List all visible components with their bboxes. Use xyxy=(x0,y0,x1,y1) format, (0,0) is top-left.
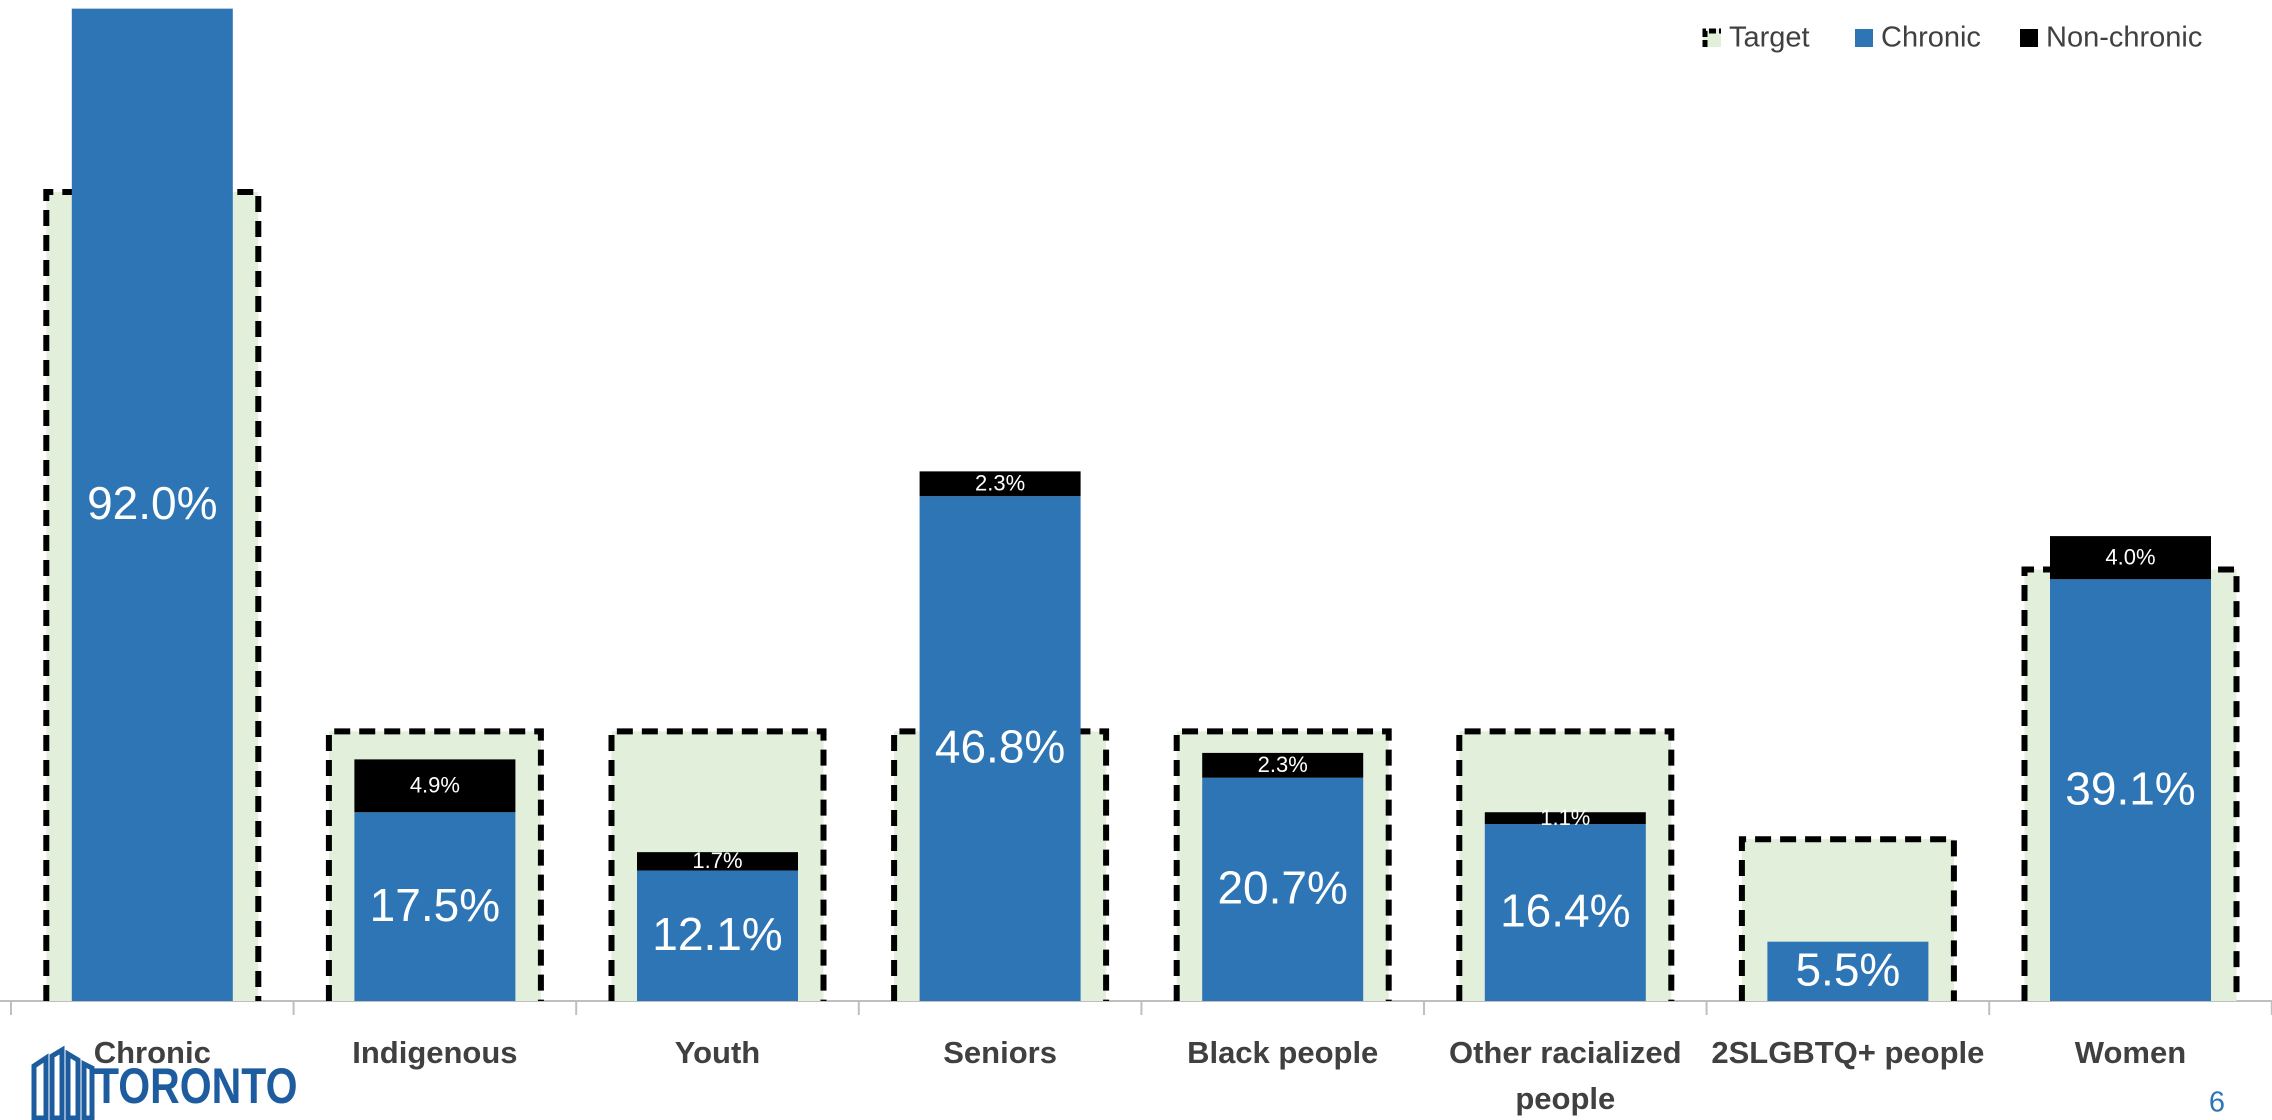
legend-label: Target xyxy=(1729,22,1810,54)
target-outline xyxy=(1738,836,1957,1001)
x-tick-label: Indigenous xyxy=(352,1035,518,1070)
chronic-bar xyxy=(354,812,516,1001)
chronic-bar xyxy=(637,870,798,1001)
non-chronic-bar xyxy=(637,852,798,871)
target-outline xyxy=(325,728,544,1001)
legend-swatch xyxy=(1855,29,1873,47)
legend-swatch xyxy=(2020,29,2038,47)
chronic-value-label: 16.4% xyxy=(1500,885,1630,937)
page-number: 6 xyxy=(2209,1087,2225,1119)
chronic-value-label: 20.7% xyxy=(1217,862,1347,914)
x-tick-label: Seniors xyxy=(943,1035,1057,1070)
legend-swatch-outline xyxy=(1702,28,1721,47)
chronic-bar xyxy=(2050,579,2211,1001)
chronic-value-label: 5.5% xyxy=(1795,943,1900,995)
chronic-value-label: 12.1% xyxy=(652,908,782,960)
non-chronic-value-label: 2.3% xyxy=(1258,752,1308,777)
non-chronic-value-label: 1.7% xyxy=(692,848,742,873)
non-chronic-value-label: 4.0% xyxy=(2105,544,2155,569)
logo-text: TORONTO xyxy=(94,1058,297,1114)
target-outline xyxy=(1456,728,1675,1001)
chronic-value-label: 92.0% xyxy=(87,477,217,529)
non-chronic-bar xyxy=(354,759,516,813)
target-outline xyxy=(608,728,827,1001)
non-chronic-bar xyxy=(1484,812,1646,825)
non-chronic-bar xyxy=(2050,536,2211,580)
legend-label: Chronic xyxy=(1881,22,1981,54)
non-chronic-bar xyxy=(1202,752,1364,778)
non-chronic-bar xyxy=(919,471,1081,497)
target-outline xyxy=(1173,728,1392,1001)
chronic-bar xyxy=(1484,824,1646,1001)
chronic-value-label: 39.1% xyxy=(2065,762,2195,814)
x-tick-label: Youth xyxy=(674,1035,761,1070)
non-chronic-value-label: 1.1% xyxy=(1540,805,1590,830)
chronic-bar xyxy=(71,8,233,1001)
chronic-value-label: 46.8% xyxy=(935,721,1065,773)
logo-icon xyxy=(31,1045,95,1120)
legend-label: Non-chronic xyxy=(2046,22,2202,54)
chronic-bar xyxy=(919,496,1081,1001)
x-tick-label: Women xyxy=(2074,1035,2187,1070)
x-tick-label: Chronic xyxy=(93,1035,211,1070)
chronic-value-label: 17.5% xyxy=(370,879,500,931)
chronic-bar xyxy=(1202,777,1364,1001)
chronic-bar xyxy=(1767,941,1929,1001)
x-tick-label: Other racialized people xyxy=(1449,1035,1682,1116)
non-chronic-value-label: 2.3% xyxy=(975,471,1025,496)
x-tick-label: 2SLGBTQ+ people xyxy=(1711,1035,1985,1070)
x-tick-label: Black people xyxy=(1187,1035,1379,1070)
non-chronic-value-label: 4.9% xyxy=(410,773,460,798)
